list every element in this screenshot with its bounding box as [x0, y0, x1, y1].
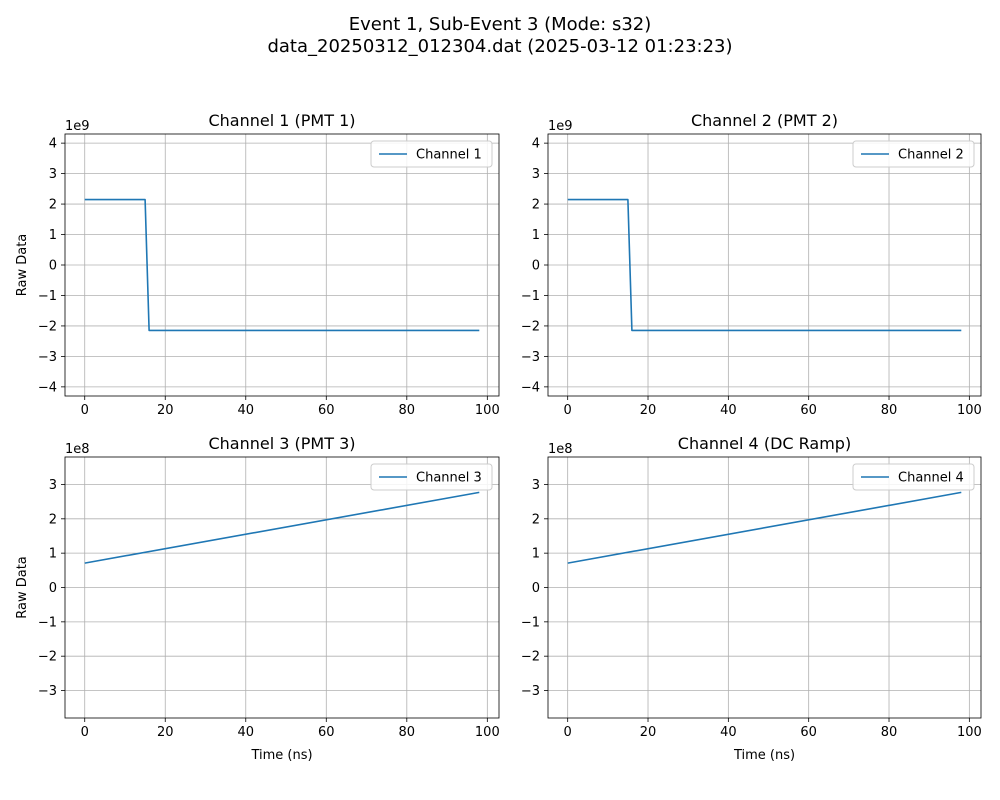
- x-tick-label: 40: [237, 725, 254, 740]
- x-tick-label: 20: [640, 725, 657, 740]
- y-tick-label: 1: [532, 547, 540, 562]
- x-tick-label: 60: [318, 725, 335, 740]
- y-tick-label: −1: [521, 615, 540, 630]
- legend-label: Channel 1: [416, 148, 482, 163]
- y-tick-label: 3: [532, 478, 540, 493]
- series-line-channel-4: [567, 491, 962, 564]
- legend: Channel 1: [370, 140, 493, 168]
- y-tick-label: −2: [521, 650, 540, 665]
- chart-panel-1: 0 20 40 60 80 100 −4 −3 −2 −1 0 1 2 3 4 Channel 1 (PMT …: [15, 111, 500, 418]
- legend-label: Channel 4: [898, 471, 964, 486]
- x-tick-label: 0: [564, 403, 572, 418]
- y-tick-label: −3: [521, 684, 540, 699]
- x-tick-label: 80: [399, 403, 416, 418]
- x-tick-label: 100: [475, 403, 500, 418]
- y-tick-label: 1: [49, 228, 57, 243]
- x-tick-label: 40: [237, 403, 254, 418]
- y-tick-label: 0: [532, 581, 540, 596]
- x-tick-label: 60: [318, 403, 335, 418]
- x-axis-label: Time (ns): [733, 748, 795, 763]
- x-axis-label: Time (ns): [250, 748, 312, 763]
- y-tick-label: −2: [38, 319, 57, 334]
- x-tick-label: 100: [957, 403, 982, 418]
- y-scale-label: 1e9: [65, 119, 90, 134]
- y-tick-label: 4: [532, 137, 540, 152]
- y-tick-label: 0: [532, 259, 540, 274]
- series-line-channel-2: [567, 198, 962, 332]
- y-tick-label: 0: [49, 259, 57, 274]
- panel-title: Channel 3 (PMT 3): [208, 434, 355, 453]
- y-tick-label: −4: [38, 380, 57, 395]
- plot-frame: [547, 456, 982, 719]
- panel-title: Channel 1 (PMT 1): [208, 111, 355, 130]
- legend: Channel 4: [852, 463, 975, 491]
- y-tick-label: 2: [532, 512, 540, 527]
- legend-box: [370, 140, 493, 168]
- x-tick-label: 40: [720, 403, 737, 418]
- x-tick-label: 60: [800, 725, 817, 740]
- y-tick-label: −3: [38, 350, 57, 365]
- y-tick-label: 1: [49, 547, 57, 562]
- y-tick-label: −1: [38, 615, 57, 630]
- series-line-channel-1: [84, 198, 480, 332]
- legend: Channel 2: [852, 140, 975, 168]
- x-tick-label: 20: [157, 725, 174, 740]
- y-tick-label: 2: [532, 198, 540, 213]
- panel-title: Channel 4 (DC Ramp): [678, 434, 851, 453]
- y-tick-label: −3: [38, 684, 57, 699]
- x-tick-label: 80: [881, 403, 898, 418]
- y-axis-label: Raw Data: [15, 234, 30, 297]
- figure-title-line1: Event 1, Sub-Event 3 (Mode: s32): [348, 14, 652, 35]
- figure-title-line2: data_20250312_012304.dat (2025-03-12 01:…: [267, 36, 733, 57]
- legend-box: [852, 463, 975, 491]
- plot-frame: [547, 133, 982, 397]
- y-tick-label: −1: [521, 289, 540, 304]
- y-scale-label: 1e9: [548, 119, 573, 134]
- legend: Channel 3: [370, 463, 493, 491]
- y-tick-label: −1: [38, 289, 57, 304]
- y-tick-label: 3: [49, 478, 57, 493]
- x-tick-label: 0: [564, 725, 572, 740]
- y-tick-label: 4: [49, 137, 57, 152]
- x-tick-label: 40: [720, 725, 737, 740]
- x-tick-label: 80: [881, 725, 898, 740]
- panel-title: Channel 2 (PMT 2): [691, 111, 838, 130]
- x-tick-label: 20: [157, 403, 174, 418]
- x-tick-label: 20: [640, 403, 657, 418]
- legend-box: [370, 463, 493, 491]
- legend-label: Channel 2: [898, 148, 964, 163]
- y-tick-label: −2: [38, 650, 57, 665]
- x-tick-label: 80: [399, 725, 416, 740]
- y-tick-label: 3: [532, 167, 540, 182]
- y-tick-label: 2: [49, 512, 57, 527]
- chart-panel-3: 0 20 40 60 80 100 −3 −2 −1 0 1 2 3 Channel 3 (PMT 3) 1…: [15, 434, 500, 763]
- y-tick-label: −4: [521, 380, 540, 395]
- x-tick-label: 100: [475, 725, 500, 740]
- y-tick-label: 2: [49, 198, 57, 213]
- y-tick-label: 0: [49, 581, 57, 596]
- chart-panel-2: 0 20 40 60 80 100 −4 −3 −2 −1 0 1 2 3 4 Channel 2 (PMT …: [521, 111, 982, 418]
- y-tick-label: −2: [521, 319, 540, 334]
- y-tick-label: 1: [532, 228, 540, 243]
- x-tick-label: 0: [81, 725, 89, 740]
- chart-panel-4: 0 20 40 60 80 100 −3 −2 −1 0 1 2 3 Channel 4 (DC Ramp…: [521, 434, 982, 763]
- plot-frame: [64, 133, 500, 397]
- plot-frame: [64, 456, 500, 719]
- y-axis-label: Raw Data: [15, 556, 30, 619]
- series-line-channel-3: [84, 491, 480, 564]
- x-tick-label: 0: [81, 403, 89, 418]
- y-tick-label: 3: [49, 167, 57, 182]
- y-tick-label: −3: [521, 350, 540, 365]
- x-tick-label: 60: [800, 403, 817, 418]
- y-scale-label: 1e8: [65, 442, 90, 457]
- legend-box: [852, 140, 975, 168]
- y-scale-label: 1e8: [548, 442, 573, 457]
- x-tick-label: 100: [957, 725, 982, 740]
- legend-label: Channel 3: [416, 471, 482, 486]
